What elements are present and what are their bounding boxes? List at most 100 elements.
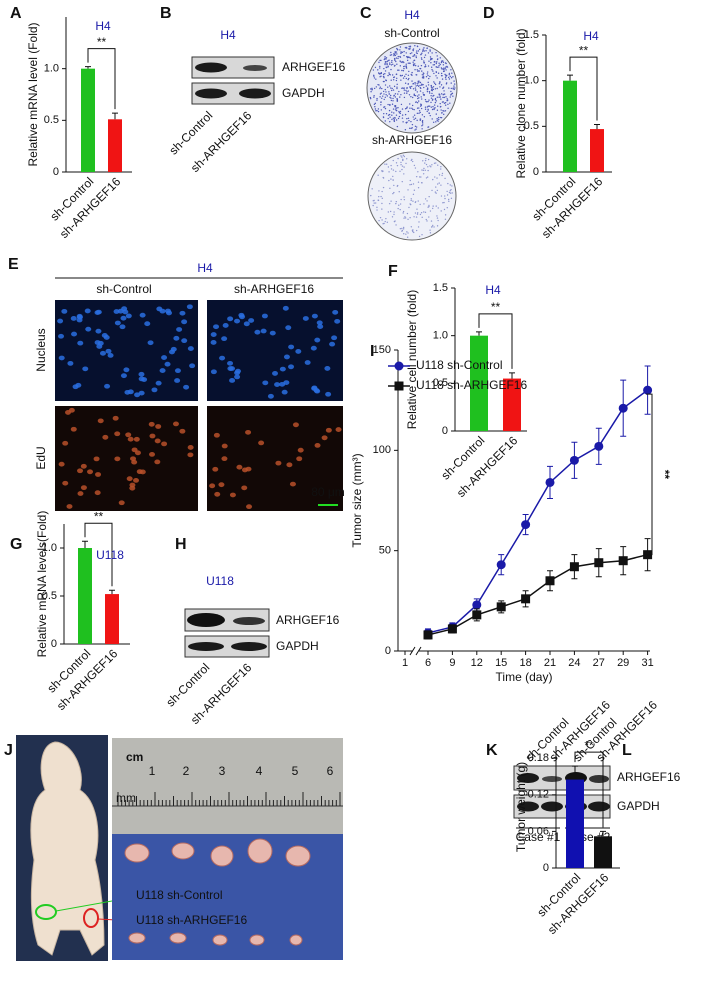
colony (423, 62, 425, 64)
colony (415, 74, 418, 76)
colony (412, 230, 414, 233)
cell-spot (58, 333, 65, 339)
colony (426, 220, 428, 222)
cell-spot (77, 340, 84, 346)
colony (402, 87, 405, 89)
x-tick-label: 21 (544, 657, 556, 669)
colony (448, 73, 450, 76)
colony (373, 103, 376, 106)
cell-spot (70, 426, 77, 432)
colony (373, 202, 375, 204)
colony (421, 114, 424, 116)
colony (392, 89, 395, 91)
cell-spot (181, 338, 188, 344)
marker (545, 477, 555, 487)
colony (423, 86, 425, 89)
colony (440, 210, 442, 212)
colony (436, 117, 438, 120)
colony (395, 107, 398, 109)
cell-spot (209, 483, 216, 489)
colony (394, 59, 396, 62)
colony (409, 203, 411, 205)
colony (433, 108, 435, 111)
colony (389, 54, 392, 56)
colony (428, 205, 430, 208)
colony (402, 154, 405, 157)
colony (444, 67, 446, 70)
colony (390, 68, 392, 71)
cell-spot (107, 352, 114, 358)
colony (427, 81, 429, 84)
colony (420, 96, 422, 98)
colony (443, 93, 446, 95)
cell-spot (62, 480, 69, 486)
cell-spot (279, 366, 286, 372)
cell-spot (221, 456, 228, 462)
colony (408, 206, 410, 209)
colony (421, 74, 424, 76)
colony (402, 212, 404, 214)
colony (391, 114, 393, 116)
colony (393, 112, 395, 114)
blot-band (188, 642, 224, 651)
colony (443, 67, 445, 69)
cell-spot (144, 321, 151, 327)
colony (384, 220, 386, 223)
colony (452, 88, 454, 90)
colony (439, 102, 441, 105)
bar (566, 779, 584, 868)
colony (451, 92, 454, 95)
colony (425, 157, 427, 160)
cell-spot (227, 360, 234, 366)
colony (395, 170, 397, 173)
colony (409, 183, 411, 186)
colony (402, 121, 404, 123)
colony (429, 50, 431, 52)
colony (401, 51, 404, 54)
cell-spot (246, 504, 253, 510)
colony (382, 80, 385, 83)
bar (470, 335, 488, 431)
colony (413, 118, 415, 121)
blot-band (588, 801, 610, 812)
colony (433, 82, 436, 84)
cell-spot (154, 459, 161, 465)
colony (402, 228, 405, 230)
cell-spot (241, 467, 248, 473)
colony (407, 90, 410, 92)
colony (404, 82, 407, 84)
marker (423, 630, 433, 640)
colony (440, 61, 443, 64)
cell-spot (227, 366, 234, 371)
colony (424, 198, 427, 200)
colony (374, 202, 377, 204)
colony (420, 182, 423, 184)
colony (433, 226, 435, 228)
colony (391, 111, 393, 113)
colony (408, 77, 410, 80)
colony (407, 110, 410, 113)
cell-spot (58, 355, 65, 361)
colony (445, 82, 448, 84)
colony (425, 50, 427, 52)
colony (411, 123, 414, 126)
y-tick-label: 0.12 (528, 789, 549, 801)
colony (440, 195, 443, 197)
colony (432, 86, 435, 88)
cell-spot (114, 320, 121, 326)
cell-spot (324, 366, 331, 371)
colony (379, 96, 381, 98)
colony (392, 175, 394, 178)
cell-spot (283, 380, 290, 386)
colony (384, 70, 387, 72)
cell-spot (138, 376, 145, 382)
legend-label: U118 sh-Control (416, 358, 502, 372)
colony (390, 51, 392, 54)
colony (448, 87, 450, 89)
colony (417, 212, 419, 214)
colony (415, 89, 417, 91)
cell-spot (241, 485, 248, 491)
colony (423, 203, 425, 205)
colony (421, 216, 423, 219)
colony (415, 175, 418, 178)
